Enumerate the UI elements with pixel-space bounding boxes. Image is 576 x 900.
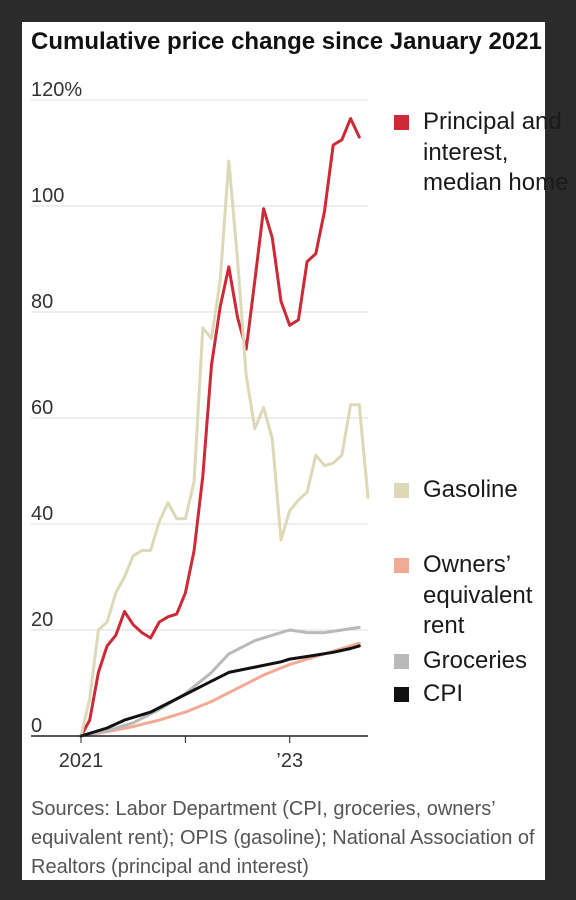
legend-swatch-cpi — [394, 687, 409, 702]
y-tick-label-20: 20 — [31, 609, 53, 631]
legend-item-groceries: Groceries — [394, 646, 573, 677]
gridlines — [31, 99, 368, 631]
legend-swatch-owners-rent — [394, 558, 409, 573]
legend-item-gasoline: Gasoline — [394, 475, 573, 506]
x-tick-label-2023-01: ’23 — [276, 750, 303, 772]
y-tick-label-100: 100 — [31, 185, 64, 207]
x-axis: 2021 ’23 — [31, 735, 368, 772]
y-tick-label-80: 80 — [31, 291, 53, 313]
series-lines — [79, 117, 370, 738]
chart-card: Cumulative price change since January 20… — [22, 22, 568, 880]
y-tick-label-40: 40 — [31, 503, 53, 525]
y-axis-tick-labels: 0 20 40 60 80 100 120% — [31, 79, 82, 737]
line-chart: 0 20 40 60 80 100 120% 2021 ’23 — [31, 79, 370, 772]
legend-label-gasoline: Gasoline — [423, 476, 518, 503]
legend-swatch-groceries — [394, 654, 409, 669]
legend-item-owners-rent: Owners’ equivalent rent — [394, 550, 573, 642]
source-note: Sources: Labor Department (CPI, grocerie… — [31, 798, 535, 878]
y-tick-label-0: 0 — [31, 715, 42, 737]
y-tick-label-120: 120% — [31, 79, 82, 101]
series-line-cpi — [79, 644, 361, 738]
legend-swatch-principal-interest — [394, 115, 409, 130]
chart-title: Cumulative price change since January 20… — [31, 28, 542, 55]
legend-item-principal-interest: Principal and interest, median home — [394, 107, 573, 199]
series-line-principal-and-interest-median-home — [79, 117, 361, 738]
legend-item-cpi: CPI — [394, 679, 573, 710]
x-tick-label-2021-01: 2021 — [59, 750, 104, 772]
series-line-groceries — [79, 625, 361, 738]
legend-label-cpi: CPI — [423, 680, 464, 707]
legend-label-groceries: Groceries — [423, 647, 528, 674]
legend-label-owners-rent: Owners’ equivalent rent — [423, 551, 533, 639]
y-tick-label-60: 60 — [31, 397, 53, 419]
legend-label-principal-interest: Principal and interest, median home — [423, 108, 569, 196]
legend-swatch-gasoline — [394, 483, 409, 498]
series-line-gasoline — [79, 159, 370, 738]
